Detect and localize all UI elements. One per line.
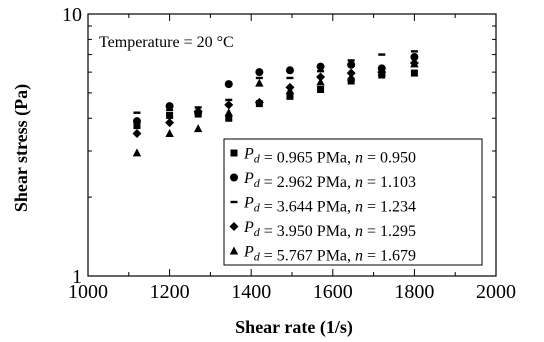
data-points [132,50,419,157]
data-point-dash [133,111,141,114]
legend-label: Pd = 2.962 PMa, n = 1.103 [243,170,416,191]
x-tick-label: 1400 [231,281,271,303]
data-point-square [166,111,174,119]
series-square [133,69,418,130]
data-point-square [410,69,418,77]
legend-label: Pd = 5.767 PMa, n = 1.679 [243,244,416,265]
data-point-circle [224,80,233,89]
data-point-dash [255,76,263,80]
data-point-diamond [224,100,234,110]
legend-label: Pd = 3.950 PMa, n = 1.295 [243,219,416,240]
data-point-diamond [132,128,142,138]
legend-item: Pd = 0.965 PMa, n = 0.950 [230,146,416,167]
data-point-circle [285,66,294,75]
data-point-circle [132,117,141,126]
data-point-circle [410,53,419,62]
data-point-triangle [377,67,386,76]
data-point-triangle [285,86,295,95]
data-point-triangle [410,59,419,68]
x-tick-label: 1800 [394,281,434,303]
legend-marker-dash [230,200,238,204]
data-point-triangle [255,78,264,87]
x-tick-label: 1200 [150,281,190,303]
x-tick-label: 1600 [313,281,353,303]
y-axis-title: Shear stress (Pa) [11,84,32,212]
data-point-square [286,92,294,100]
series-dash [133,50,418,114]
legend-item: Pd = 3.950 PMa, n = 1.295 [229,219,416,240]
legend-label: Pd = 3.644 PMa, n = 1.234 [243,195,416,216]
x-tick-label: 2000 [476,281,516,303]
legend-item: Pd = 5.767 PMa, n = 1.679 [229,244,416,265]
data-point-diamond [165,118,175,128]
data-point-circle [316,62,325,71]
data-point-square [347,77,355,85]
series-diamond [132,58,419,138]
data-point-triangle [316,77,325,86]
legend-marker-circle [230,173,238,182]
y-tick-label: 10 [62,4,82,26]
data-point-triangle [193,124,203,133]
data-point-circle [347,60,356,69]
temperature-annotation: Temperature = 20 °C [99,34,234,51]
data-point-triangle [132,148,142,157]
x-tick-label: 1000 [68,281,108,303]
data-point-square [225,114,233,122]
data-point-dash [347,59,355,62]
legend-marker-triangle [229,246,239,255]
data-point-triangle [224,108,233,117]
data-point-circle [255,68,264,77]
data-point-square [133,122,141,130]
data-point-dash [286,76,294,80]
series-circle [132,53,419,126]
legend-marker-diamond [229,222,239,231]
data-point-dash [166,108,174,112]
legend-item: Pd = 2.962 PMa, n = 1.103 [230,170,416,191]
data-point-circle [165,102,174,111]
data-point-diamond [316,72,326,82]
data-point-square [317,86,325,94]
data-point-dash [225,98,233,102]
legend-label: Pd = 0.965 PMa, n = 0.950 [243,146,416,167]
y-tick-label: 1 [72,266,82,288]
legend: Pd = 0.965 PMa, n = 0.950 Pd = 2.962 PMa,… [223,138,483,266]
data-point-dash [410,50,418,53]
legend-marker-square [230,149,238,157]
data-point-triangle [346,72,356,81]
data-point-dash [378,53,386,56]
data-point-triangle [165,128,174,137]
legend-box [223,138,483,266]
series-triangle [132,59,419,157]
data-point-diamond [254,97,264,107]
legend-item: Pd = 3.644 PMa, n = 1.234 [230,195,416,216]
axis-ticks [87,13,497,277]
data-point-diamond [193,106,203,116]
x-axis-title: Shear rate (1/s) [235,317,353,338]
data-point-dash [317,69,325,73]
tick-labels: 1000 1200 1400 1600 1800 2000 1 10 [62,4,516,303]
